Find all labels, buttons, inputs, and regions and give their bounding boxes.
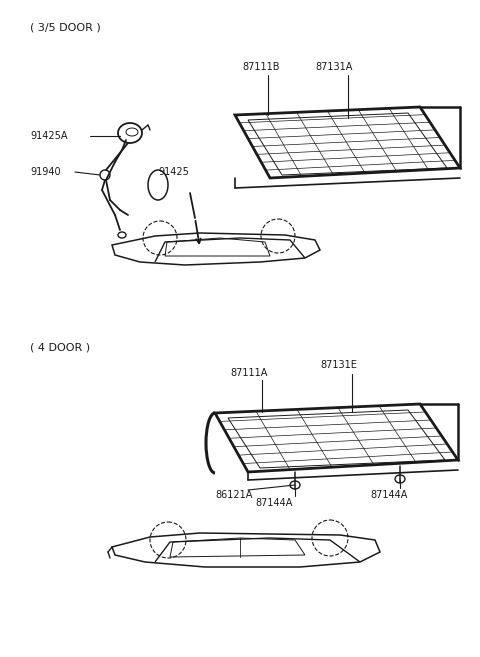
Text: 91940: 91940 <box>30 167 60 177</box>
Text: 87144A: 87144A <box>255 498 292 508</box>
Text: ( 4 DOOR ): ( 4 DOOR ) <box>30 342 90 352</box>
Text: 91425: 91425 <box>158 167 189 177</box>
Text: ( 3/5 DOOR ): ( 3/5 DOOR ) <box>30 22 101 32</box>
Text: 91425A: 91425A <box>30 131 68 141</box>
Text: 87131E: 87131E <box>320 360 357 370</box>
Text: 86121A: 86121A <box>215 490 252 500</box>
Text: 87111A: 87111A <box>230 368 267 378</box>
Text: 87144A: 87144A <box>370 490 408 500</box>
Text: 87111B: 87111B <box>242 62 279 72</box>
Text: 87131A: 87131A <box>315 62 352 72</box>
